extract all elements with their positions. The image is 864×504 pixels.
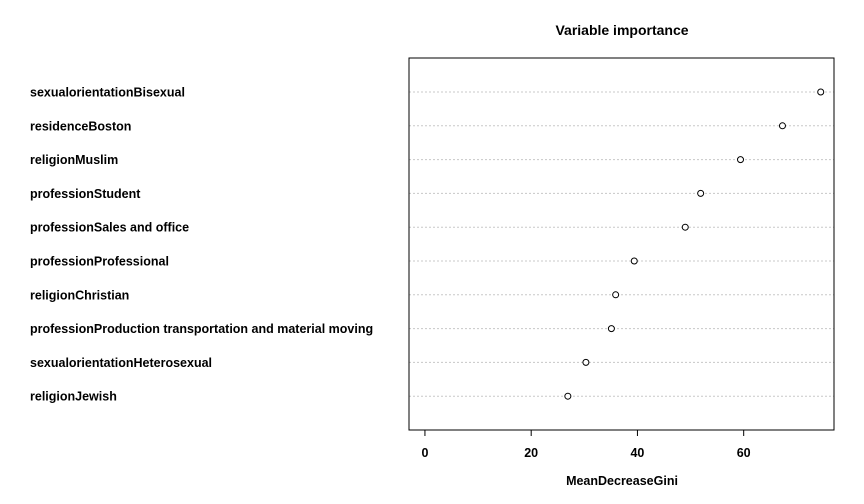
row-label: sexualorientationBisexual [30,86,185,100]
row-label: professionSales and office [30,221,189,235]
plot-area-frame [408,57,835,431]
importance-point [564,392,572,400]
x-tick-label: 20 [524,446,538,460]
importance-point [630,257,638,265]
x-axis-label: MeanDecreaseGini [566,474,678,488]
importance-point [607,325,615,333]
importance-points [564,88,825,400]
row-label: religionJewish [30,390,117,404]
row-label: religionChristian [30,288,129,302]
x-tick-label: 60 [737,446,751,460]
importance-point [817,88,825,96]
importance-point [697,189,705,197]
importance-point [681,223,689,231]
x-tick-label: 0 [421,446,428,460]
chart-title: Variable importance [555,22,688,38]
importance-point [778,122,786,130]
row-label: religionMuslim [30,153,118,167]
x-tick-label: 40 [630,446,644,460]
row-label: professionStudent [30,187,141,201]
row-label: professionProduction transportation and … [30,322,373,336]
row-label: sexualorientationHeterosexual [30,356,212,370]
importance-point [737,156,744,164]
x-axis: 0 20 40 60 [421,429,751,460]
row-label: professionProfessional [30,255,169,269]
importance-point [582,358,590,366]
row-labels: sexualorientationBisexual residenceBoston… [30,86,373,404]
grid-lines [409,91,834,397]
row-label: residenceBoston [30,119,131,133]
importance-point [612,291,620,299]
